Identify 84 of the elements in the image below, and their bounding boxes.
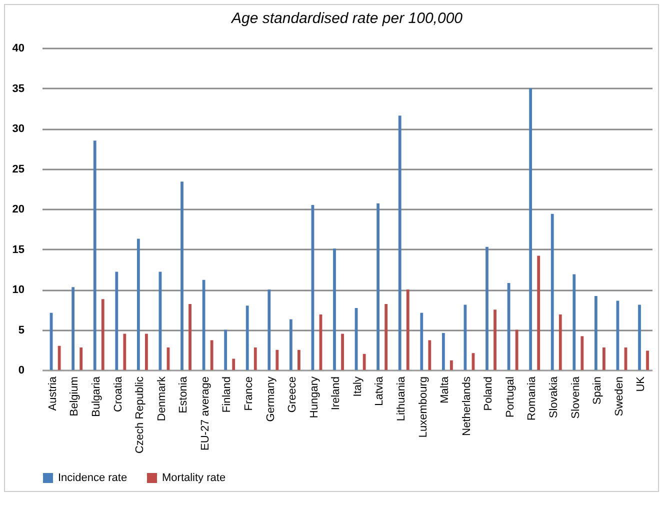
- bar: [289, 319, 292, 370]
- bar: [450, 360, 453, 370]
- bar: [246, 306, 249, 370]
- bar: [406, 290, 410, 370]
- bar: [188, 304, 192, 370]
- x-tick-label: Slovenia: [570, 376, 582, 419]
- bar: [515, 330, 518, 370]
- bar: [594, 296, 598, 370]
- bar: [136, 238, 140, 370]
- bar: [602, 347, 606, 370]
- bar: [276, 350, 279, 370]
- x-tick-label: Spain: [592, 376, 604, 405]
- x-tick-label: Estonia: [178, 376, 190, 414]
- x-tick-label: Italy: [352, 376, 364, 397]
- bar: [115, 272, 118, 370]
- bar: [646, 350, 649, 370]
- x-tick-label: Netherlands: [460, 376, 473, 436]
- bar: [494, 310, 496, 370]
- bar: [93, 140, 96, 370]
- x-tick-label: Poland: [482, 376, 495, 411]
- legend-label: Mortality rate: [162, 472, 226, 484]
- bar: [428, 340, 432, 370]
- bar: [376, 203, 380, 370]
- bar: [333, 248, 336, 370]
- x-tick-label: UK: [635, 376, 648, 392]
- bar: [580, 336, 584, 370]
- bar: [180, 182, 184, 370]
- x-tick-label: Denmark: [156, 376, 168, 422]
- legend-label: Incidence rate: [58, 472, 128, 484]
- bar: [341, 334, 344, 370]
- bar: [550, 214, 554, 370]
- bar: [384, 304, 388, 370]
- x-tick-label: Ireland: [330, 376, 342, 410]
- y-tick-label: 15: [12, 244, 24, 256]
- bar: [254, 347, 257, 370]
- chart-title: Age standardised rate per 100,000: [230, 10, 464, 27]
- x-tick-label: Slovakia: [548, 376, 560, 418]
- bar: [210, 340, 214, 370]
- bar: [529, 88, 532, 370]
- x-tick-label: Hungary: [308, 376, 320, 418]
- bar: [420, 312, 424, 370]
- x-tick-label: Luxembourg: [417, 376, 430, 438]
- y-tick-label: 5: [18, 324, 24, 336]
- bar: [58, 346, 61, 370]
- x-tick-label: Portugal: [504, 376, 516, 418]
- y-tick-label: 0: [18, 364, 24, 376]
- y-tick-label: 40: [12, 42, 24, 54]
- bar: [224, 330, 228, 370]
- bar: [101, 299, 104, 370]
- x-tick-label: Lithuania: [395, 376, 408, 422]
- bar: [232, 358, 236, 370]
- bar: [398, 116, 402, 370]
- x-tick-label: Czech Republic: [134, 376, 146, 454]
- x-tick-label: Sweden: [613, 376, 626, 416]
- x-tick-label: Finland: [221, 376, 234, 413]
- bar: [572, 274, 576, 370]
- x-tick-label: Greece: [286, 376, 299, 413]
- x-tick-label: Malta: [439, 376, 452, 404]
- bar: [123, 334, 126, 370]
- y-tick-label: 20: [12, 204, 24, 216]
- x-tick-label: Bulgaria: [90, 376, 102, 417]
- bar: [298, 350, 300, 370]
- x-tick-label: EU-27 average: [199, 376, 212, 450]
- bar: [442, 332, 445, 370]
- bar: [362, 354, 366, 370]
- bar: [80, 347, 83, 370]
- bar: [486, 246, 488, 370]
- bar: [537, 256, 540, 370]
- y-tick-label: 10: [12, 284, 24, 296]
- bar: [72, 287, 75, 370]
- x-tick-label: Croatia: [112, 376, 124, 412]
- x-tick-label: Romania: [526, 376, 538, 421]
- bar: [268, 290, 271, 370]
- x-tick-label: Latvia: [374, 376, 386, 406]
- bar: [558, 314, 562, 370]
- x-tick-label: Belgium: [68, 376, 81, 416]
- bar: [145, 334, 148, 370]
- x-tick-label: Germany: [264, 376, 277, 422]
- y-tick-label: 30: [12, 123, 24, 135]
- y-tick-label: 25: [12, 163, 24, 176]
- bar: [638, 304, 641, 370]
- x-tick-label: France: [242, 376, 255, 411]
- x-tick-label: Austria: [46, 376, 59, 411]
- y-tick-label: 35: [12, 82, 24, 95]
